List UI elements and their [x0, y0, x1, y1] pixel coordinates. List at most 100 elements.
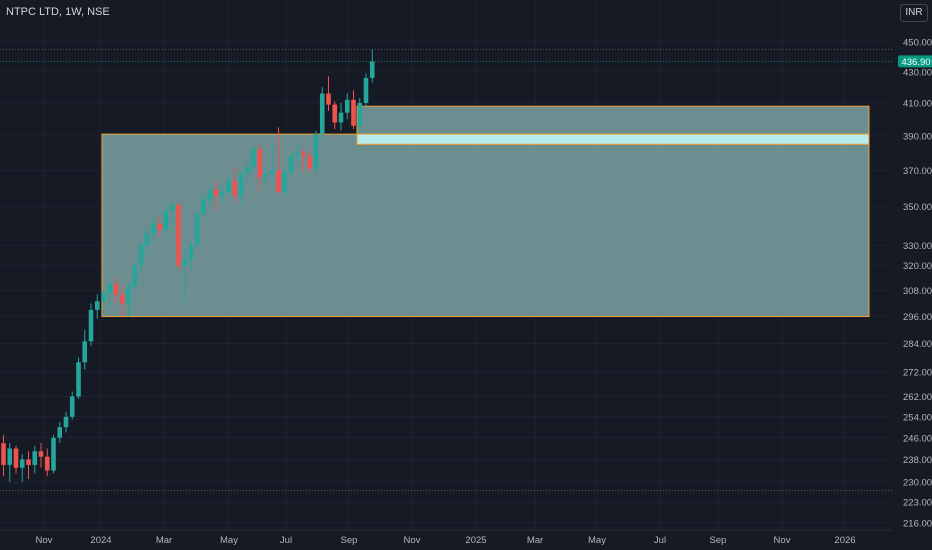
candle-body: [151, 223, 156, 234]
candle-body: [269, 170, 275, 174]
x-tick-label: May: [588, 535, 606, 546]
candle-body: [76, 362, 81, 397]
y-tick-label: 262.00: [903, 392, 932, 403]
candle-body: [313, 134, 319, 169]
candle-body: [144, 233, 150, 246]
candle-body: [169, 204, 175, 211]
candle-body: [332, 104, 338, 123]
candle-body: [88, 309, 94, 342]
x-tick-label: Nov: [404, 535, 421, 546]
y-tick-label: 308.00: [903, 286, 932, 297]
x-tick-label: Nov: [36, 535, 53, 546]
large-zone: [101, 133, 870, 318]
x-tick-label: May: [220, 535, 238, 546]
y-tick-label: 230.00: [903, 477, 932, 488]
x-tick-label: 2026: [834, 535, 855, 546]
candle-body: [13, 448, 19, 468]
candle-body: [1, 443, 6, 465]
candle-body: [182, 259, 188, 266]
candle-body: [38, 451, 44, 457]
candle-body: [7, 448, 13, 465]
candle-body: [294, 152, 300, 157]
y-tick-label: 272.00: [903, 367, 932, 378]
price-axis: [892, 0, 932, 550]
candle-body: [282, 172, 288, 192]
last-price-label: 436.90: [901, 57, 930, 68]
y-tick-label: 350.00: [903, 202, 932, 213]
x-tick-label: Nov: [774, 535, 791, 546]
candle-body: [157, 223, 163, 230]
candle-body: [369, 61, 375, 78]
candle-body: [201, 199, 206, 215]
candle-body: [176, 204, 181, 266]
x-tick-label: Mar: [527, 535, 543, 546]
candle-body: [163, 210, 169, 230]
candle-body: [288, 156, 294, 173]
y-tick-label: 238.00: [903, 455, 932, 466]
candle-body: [276, 170, 281, 192]
y-tick-label: 390.00: [903, 131, 932, 142]
candle-body: [113, 284, 119, 295]
y-tick-label: 450.00: [903, 38, 932, 49]
candle-body: [238, 173, 244, 196]
candle-body: [251, 149, 256, 167]
candle-body: [326, 93, 331, 105]
y-tick-label: 246.00: [903, 433, 932, 444]
candle-body: [226, 180, 231, 192]
y-tick-label: 370.00: [903, 166, 932, 177]
candle-body: [126, 286, 131, 304]
y-tick-label: 410.00: [903, 99, 932, 110]
candle-body: [101, 292, 106, 302]
candle-body: [301, 152, 306, 157]
x-tick-label: Jul: [280, 535, 292, 546]
x-tick-label: 2025: [465, 535, 486, 546]
candle-body: [363, 77, 369, 104]
candle-body: [263, 173, 269, 178]
y-tick-label: 320.00: [903, 261, 932, 272]
candle-body: [338, 112, 344, 123]
y-tick-label: 216.00: [903, 519, 932, 530]
candle-body: [213, 190, 219, 196]
candle-body: [351, 99, 356, 126]
candle-body: [188, 245, 194, 260]
symbol-title: NTPC LTD, 1W, NSE: [6, 6, 110, 18]
candle-body: [57, 427, 63, 438]
y-tick-label: 296.00: [903, 312, 932, 323]
candle-body: [307, 156, 313, 169]
y-tick-label: 284.00: [903, 339, 932, 350]
zone-overlap: [356, 133, 870, 145]
candle-body: [257, 149, 263, 178]
candle-body: [357, 103, 363, 126]
last-price-tag: [898, 55, 932, 68]
candle-body: [69, 396, 75, 417]
candle-body: [219, 191, 225, 196]
candle-body: [107, 284, 113, 293]
y-tick-label: 430.00: [903, 67, 932, 78]
candle-body: [119, 294, 125, 304]
candle-body: [194, 214, 200, 246]
x-tick-label: 2024: [90, 535, 111, 546]
y-tick-label: 223.00: [903, 498, 932, 509]
candle-body: [26, 459, 31, 465]
x-tick-label: Jul: [654, 535, 666, 546]
candle-body: [19, 459, 25, 468]
candle-body: [82, 341, 88, 363]
x-tick-label: Sep: [341, 535, 358, 546]
x-tick-label: Sep: [710, 535, 727, 546]
candle-body: [44, 456, 50, 471]
x-tick-label: Mar: [156, 535, 172, 546]
candle-body: [94, 301, 100, 310]
candle-body: [32, 451, 38, 465]
candle-body: [138, 245, 144, 266]
candle-body: [51, 437, 56, 471]
candle-body: [244, 166, 250, 174]
candle-body: [344, 99, 350, 113]
candle-body: [132, 265, 138, 287]
candle-body: [63, 416, 69, 428]
candle-body: [232, 180, 238, 196]
candle-body: [319, 93, 325, 135]
candle-body: [207, 190, 213, 200]
y-tick-label: 330.00: [903, 241, 932, 252]
currency-button[interactable]: INR: [900, 4, 928, 22]
